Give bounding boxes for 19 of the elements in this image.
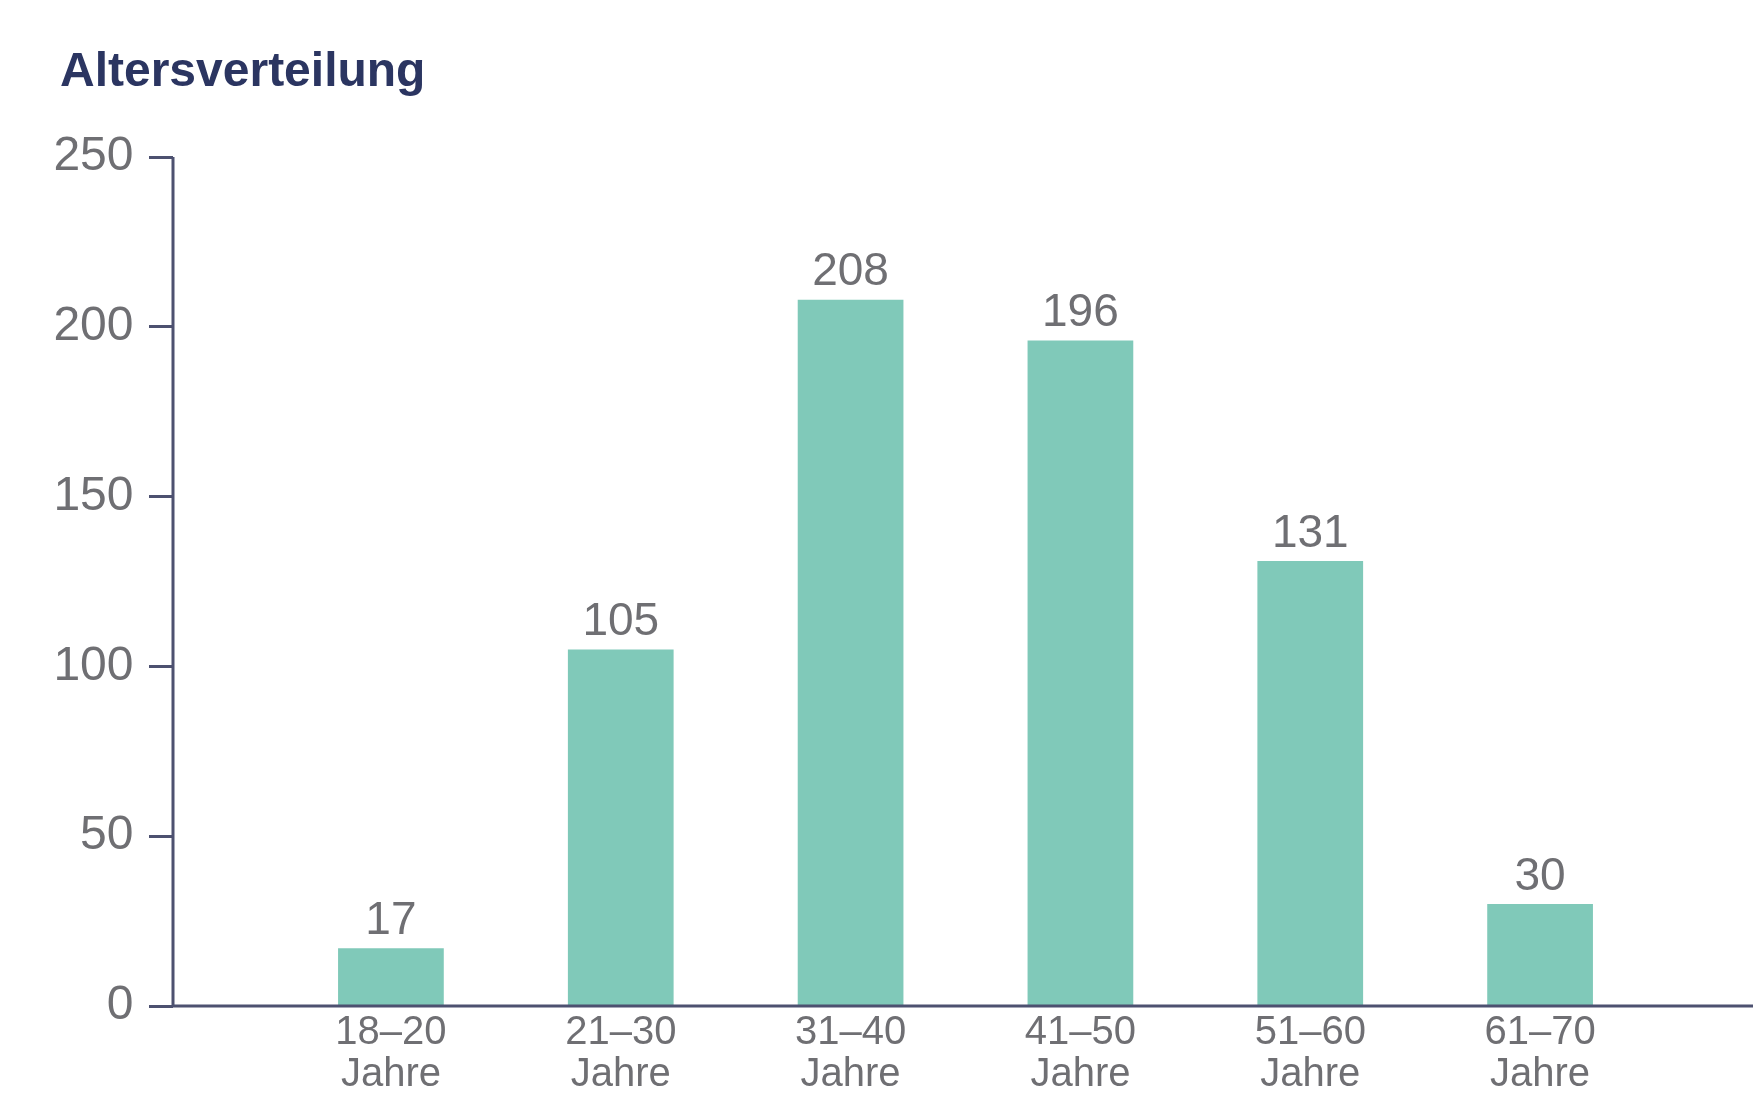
x-tick-label: 51–60 Jahre bbox=[1254, 1008, 1366, 1095]
data-label: 105 bbox=[582, 593, 660, 646]
y-tick-label: 200 bbox=[53, 297, 134, 351]
y-tick-label: 50 bbox=[80, 806, 134, 860]
data-label: 17 bbox=[365, 891, 417, 944]
data-label: 30 bbox=[1514, 847, 1566, 900]
chart-title: Altersverteilung bbox=[60, 42, 426, 97]
x-tick-label: 41–50 Jahre bbox=[1024, 1008, 1137, 1095]
data-label: 131 bbox=[1271, 504, 1349, 557]
y-tick-label: 0 bbox=[106, 976, 134, 1030]
x-tick-label: 18–20 Jahre bbox=[335, 1008, 447, 1095]
y-tick-label: 150 bbox=[53, 466, 134, 520]
data-label: 208 bbox=[812, 243, 889, 296]
x-tick-label: 21–30 Jahre bbox=[565, 1008, 677, 1095]
y-tick-label: 250 bbox=[53, 127, 134, 181]
x-tick-label: 31–40 Jahre bbox=[794, 1008, 907, 1095]
data-label: 196 bbox=[1042, 284, 1119, 337]
y-tick-label: 100 bbox=[53, 636, 134, 690]
x-tick-label: 61–70 Jahre bbox=[1484, 1008, 1596, 1095]
